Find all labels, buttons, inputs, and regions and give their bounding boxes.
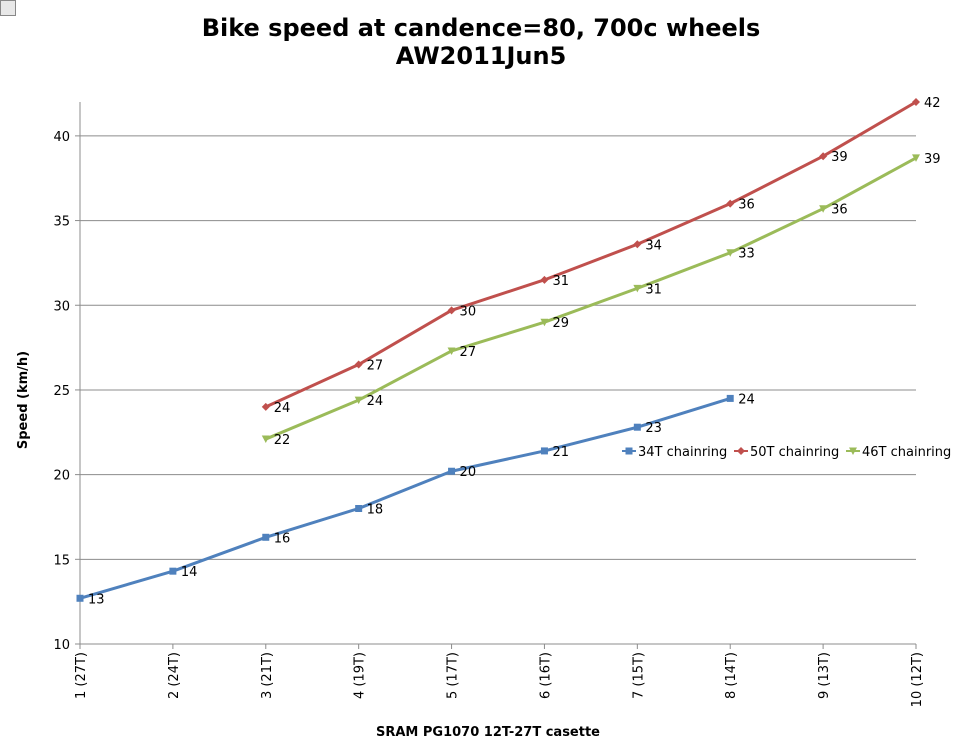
series: 13 14 16 18 20 21 23 24 24 27 30 31 34 36 39 42 22 24 27 29…	[76, 96, 941, 607]
x-tick-label: 4 (19T)	[353, 652, 368, 699]
x-tick-label: 3 (21T)	[260, 652, 275, 699]
data-point	[447, 306, 456, 315]
data-label: 13	[88, 592, 105, 607]
data-point	[912, 98, 920, 106]
series-line	[79, 396, 731, 600]
series-line	[265, 156, 917, 441]
data-label: 22	[274, 433, 291, 448]
legend-label: 46T chainring	[862, 445, 951, 460]
data-point	[261, 435, 270, 444]
data-label: 33	[738, 247, 755, 262]
data-label: 36	[738, 198, 755, 213]
data-point	[169, 567, 177, 575]
legend-label: 50T chainring	[750, 445, 839, 460]
legend-item-2: 50T chainring	[734, 445, 839, 460]
x-tick-label: 8 (14T)	[724, 652, 739, 699]
data-point	[448, 467, 456, 475]
data-point	[633, 240, 642, 249]
data-label: 42	[924, 96, 941, 111]
data-label: 29	[552, 316, 569, 331]
axes	[79, 102, 916, 645]
y-tick-label: 15	[53, 553, 70, 568]
x-tick-label: 10 (12T)	[910, 652, 925, 707]
data-point	[912, 154, 920, 162]
series-1: 13 14 16 18 20 21 23 24	[76, 392, 755, 607]
y-tick-label: 10	[53, 638, 70, 653]
legend-swatch-marker	[737, 447, 745, 455]
data-point	[262, 533, 270, 541]
x-tick-label: 6 (16T)	[538, 652, 553, 699]
chart-title: Bike speed at candence=80, 700c wheelsAW…	[202, 14, 761, 70]
corner-resize-handle[interactable]	[0, 0, 16, 16]
data-label: 27	[460, 345, 477, 360]
data-point	[76, 594, 84, 602]
data-point	[819, 205, 828, 213]
data-point	[726, 249, 735, 257]
y-axis-ticks: 10 15 20 25 30 35 40	[53, 130, 80, 653]
data-label: 24	[738, 392, 755, 407]
data-label: 34	[645, 238, 662, 253]
series-3: 22 24 27 29 31 33 36 39	[261, 152, 941, 448]
data-label: 39	[831, 150, 848, 165]
data-label: 14	[181, 565, 198, 580]
data-label: 31	[552, 274, 569, 289]
data-label: 39	[924, 152, 941, 167]
y-tick-label: 20	[53, 469, 70, 484]
data-point	[726, 199, 735, 208]
data-point	[261, 402, 270, 411]
y-tick-label: 35	[53, 215, 70, 230]
data-label: 27	[367, 359, 384, 374]
data-point	[726, 394, 734, 402]
gridlines	[80, 135, 916, 560]
data-label: 16	[274, 531, 291, 546]
data-point	[355, 505, 363, 512]
data-point	[540, 318, 549, 327]
x-tick-label: 7 (15T)	[631, 652, 646, 699]
x-tick-label: 9 (13T)	[817, 652, 832, 699]
x-axis-title: SRAM PG1070 12T-27T casette	[376, 725, 600, 740]
series-line	[265, 100, 917, 409]
y-tick-label: 30	[53, 299, 70, 314]
legend-item-3: 46T chainring	[846, 445, 951, 460]
y-axis-title: Speed (km/h)	[16, 351, 31, 449]
data-point	[354, 396, 363, 405]
series-2: 24 27 30 31 34 36 39 42	[261, 96, 941, 416]
y-tick-label: 25	[53, 384, 70, 399]
legend-item-1: 34T chainring	[622, 445, 727, 460]
data-label: 18	[367, 503, 384, 518]
legend-swatch-marker	[625, 447, 633, 455]
chart-title-line-2: AW2011Jun5	[396, 42, 567, 70]
data-label: 20	[460, 465, 477, 480]
data-label: 30	[460, 304, 477, 319]
data-point	[633, 423, 641, 431]
data-point	[354, 360, 363, 369]
x-tick-label: 1 (27T)	[74, 652, 89, 699]
chart-title-line-1: Bike speed at candence=80, 700c wheels	[202, 14, 761, 42]
legend-swatch-marker	[849, 447, 857, 455]
data-point	[540, 447, 548, 455]
data-point	[447, 347, 456, 355]
data-label: 24	[367, 394, 384, 409]
data-point	[819, 152, 828, 161]
data-label: 23	[645, 421, 662, 436]
data-label: 21	[552, 445, 569, 460]
legend: 34T chainring 50T chainring 46T chainring	[622, 445, 951, 460]
x-tick-label: 2 (24T)	[167, 652, 182, 699]
data-label: 31	[645, 282, 662, 297]
y-tick-label: 40	[53, 130, 70, 145]
legend-label: 34T chainring	[638, 445, 727, 460]
data-label: 24	[274, 401, 291, 416]
x-axis-ticks: 1 (27T) 2 (24T) 3 (21T) 4 (19T) 5 (17T) 6 (16…	[74, 644, 925, 707]
data-point	[633, 284, 642, 293]
data-label: 36	[831, 203, 848, 218]
data-point	[540, 275, 549, 284]
x-tick-label: 5 (17T)	[446, 652, 461, 699]
